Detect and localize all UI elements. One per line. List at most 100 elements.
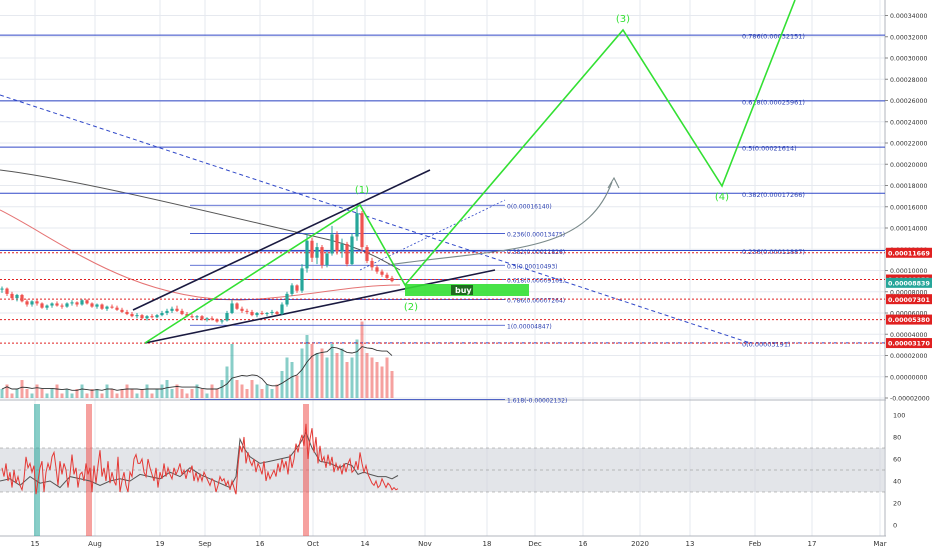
volume-bar [15,389,19,398]
candle-body [330,234,334,254]
time-tick-label: 16 [579,540,588,548]
volume-bar [45,393,49,398]
price-level-badge [886,294,932,305]
candle-body [230,303,234,313]
candle-body [345,243,349,265]
candle-body [115,307,119,310]
candle-body [340,243,344,252]
volume-bar [165,380,169,398]
time-tick-label: Dec [528,540,542,548]
time-tick-label: 15 [31,540,40,548]
rsi-tick-label: 40 [893,478,901,486]
volume-bar [360,321,364,398]
volume-bar [20,380,24,398]
candle-body [170,308,174,311]
candle-body [5,288,9,294]
price-tick-label: 0.00010000 [890,268,927,275]
price-level-badge [886,314,932,325]
candle-body [60,305,64,307]
volume-bar [235,380,239,398]
volume-bar [310,344,314,398]
candle-body [70,302,74,304]
volume-bar [335,353,339,398]
wave-projection: buy (1) (2) (3) (4) [144,0,796,344]
candles [0,205,394,324]
volume-bar [40,389,44,398]
candle-body [0,288,4,290]
price-level-badge-text: 0.00003170 [888,341,930,348]
time-tick-label: 16 [256,540,265,548]
volume-bar [5,384,9,398]
ma-200-line [0,169,401,271]
price-tick-label: 0.00018000 [890,183,927,190]
price-tick-label: 0.00032000 [890,34,927,41]
fib-level-label: 0.236(0.00013475) [507,232,565,239]
volume-bar [10,393,14,398]
price-level-badge [886,338,932,349]
volume-bar [115,393,119,398]
volume-bar [190,389,194,398]
volume-ma-line [1,346,393,391]
candle-body [135,315,139,317]
time-tick-label: Aug [88,540,102,548]
volume-bar [105,384,109,398]
volume-bar [185,393,189,398]
candle-body [175,308,179,311]
candle-body [385,274,389,278]
price-level-badge [886,277,932,288]
candle-body [335,234,339,252]
volume-bar [75,389,79,398]
trend-line-upper [132,169,431,311]
volume-bar [150,393,154,398]
volume-bar [250,380,254,398]
volume-bar [370,357,374,398]
fib-level-label: 0(0.00003191) [742,340,791,348]
buy-label: buy [455,286,472,295]
time-tick-label: Sep [198,540,212,548]
price-level-badge-text: 0.00011669 [888,250,930,257]
volume-bar [290,362,294,398]
candle-body [355,213,359,237]
candle-body [35,301,39,304]
candle-body [200,316,204,320]
candle-body [375,267,379,272]
fib-level-label: 0.786(0.00007264) [507,298,565,305]
candle-body [80,300,84,305]
candle-body [50,303,54,306]
volume-bar [230,344,234,398]
price-tick-label: 0.00028000 [890,77,927,84]
price-tick-label: -0.00002000 [890,396,930,403]
volume-bar [355,339,359,398]
volume-bar [95,389,99,398]
candle-body [265,313,269,315]
time-axis-bg [0,537,932,550]
volume-bar [175,384,179,398]
volume-bar [85,393,89,398]
wave-label: (2) [404,302,418,313]
volume-bar [345,362,349,398]
candle-body [305,240,309,269]
candle-body [85,300,89,304]
volume-bar [125,384,129,398]
fib-level-label: 0.236(0.00011887) [742,248,805,256]
volume-bar [90,389,94,398]
price-tick-label: 0.00030000 [890,56,927,63]
price-level-badge-text: 0.00008839 [888,280,930,287]
volume-bar [180,389,184,398]
rsi-highlight-bar [34,404,40,536]
rsi-tick-label: 80 [893,434,901,442]
volume-bar [285,357,289,398]
price-level-badge [886,247,932,258]
candle-body [220,320,224,322]
volume-bar [300,348,304,398]
candle-body [370,260,374,268]
time-tick-label: Mar [873,540,886,548]
candle-body [280,304,284,315]
volume-bar [30,393,34,398]
rsi-panel [0,404,885,536]
candle-body [155,315,159,318]
volume-bar [120,389,124,398]
candle-body [100,304,104,309]
price-tick-label: 0.00026000 [890,98,927,105]
